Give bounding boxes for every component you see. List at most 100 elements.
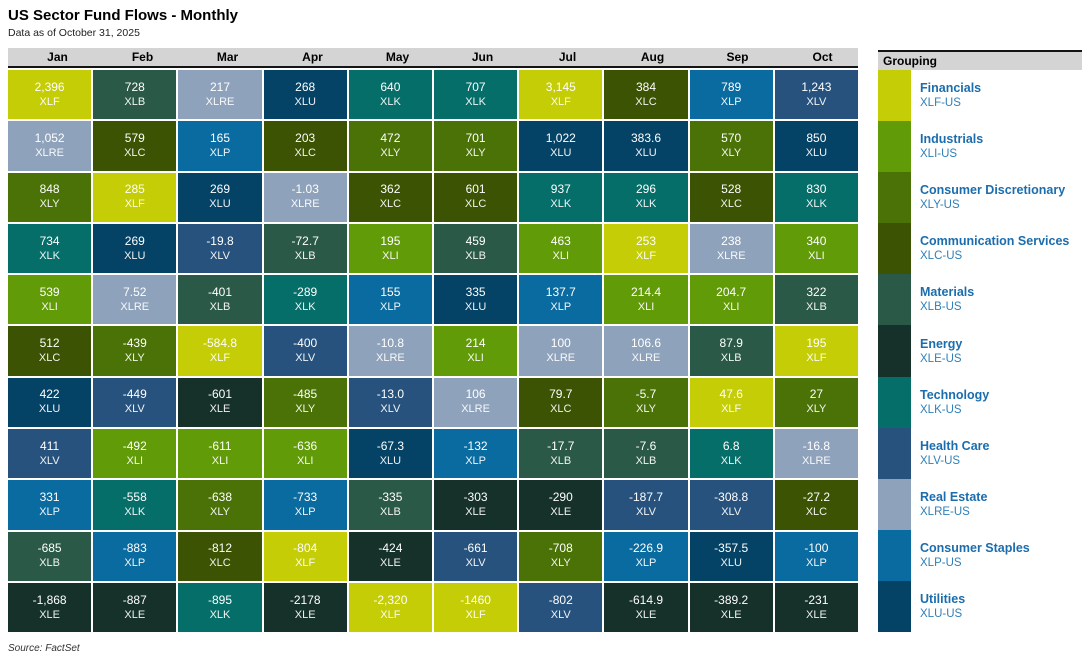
column-header-apr: Apr	[302, 50, 323, 64]
cell-aug-xlk: 296 XLK	[604, 172, 688, 222]
flow-value: 728	[124, 79, 145, 94]
legend-item-xlb: Materials XLB-US	[878, 274, 1082, 326]
flow-value: -802	[548, 592, 573, 607]
ticker-label: XLB	[39, 557, 60, 570]
cell-apr-xle: -2178 XLE	[263, 582, 347, 633]
ticker-label: XLRE	[802, 454, 831, 467]
legend-text: Materials XLB-US	[911, 274, 974, 325]
cell-jan-xlk: 734 XLK	[8, 223, 92, 274]
legend-sector-name: Financials	[920, 81, 982, 96]
ticker-label: XLU	[379, 454, 402, 467]
flow-value: 463	[550, 233, 571, 248]
cell-apr-xlp: -733 XLP	[263, 480, 347, 530]
legend-sector-ticker: XLC-US	[920, 250, 963, 263]
ticker-label: XLV	[295, 352, 316, 365]
legend-text: Consumer Discretionary XLY-US	[911, 172, 1065, 223]
ticker-label: XLC	[379, 198, 402, 211]
flow-value: 238	[721, 233, 742, 248]
flow-value: -733	[293, 490, 318, 505]
flow-value: 411	[40, 438, 60, 453]
flow-value: -13.0	[376, 387, 405, 402]
ticker-label: XLI	[722, 300, 740, 313]
ticker-label: XLP	[465, 454, 486, 467]
flow-value: 459	[465, 233, 486, 248]
source-note: Source: FactSet	[8, 643, 80, 654]
cell-aug-xli: 214.4 XLI	[604, 275, 688, 325]
cell-jan-xly: 848 XLY	[8, 172, 92, 222]
cell-jun-xlk: 707 XLK	[433, 70, 518, 120]
cell-may-xlf: -2,320 XLF	[348, 582, 432, 633]
flow-value: -492	[122, 438, 147, 453]
flow-value: -72.7	[291, 233, 319, 248]
ticker-label: XLV	[124, 403, 145, 416]
ticker-label: XLY	[380, 146, 401, 159]
legend-swatch	[878, 478, 911, 530]
ticker-label: XLB	[294, 249, 316, 262]
ticker-label: XLV	[721, 506, 742, 519]
flow-value: -449	[122, 387, 147, 402]
flow-value: 217	[209, 79, 230, 94]
flow-value: -400	[293, 336, 318, 351]
ticker-label: XLI	[382, 249, 399, 262]
flow-value: 570	[721, 130, 742, 145]
ticker-label: XLP	[294, 506, 316, 519]
cell-may-xli: 195 XLI	[348, 223, 432, 274]
flow-value: 137.7	[545, 284, 576, 299]
cell-oct-xlp: -100 XLP	[774, 531, 858, 581]
month-header-row: Jan Feb Mar Apr May Jun Jul Aug Sep Oct	[8, 48, 858, 68]
cell-may-xlb: -335 XLB	[348, 480, 432, 530]
flow-value: -812	[207, 541, 232, 556]
cell-feb-xly: -439 XLY	[93, 326, 177, 376]
cell-may-xlc: 362 XLC	[348, 172, 432, 222]
flow-value: -290	[548, 490, 573, 505]
flow-value: 106	[465, 387, 486, 402]
legend-swatch	[878, 325, 911, 377]
ticker-label: XLI	[637, 300, 655, 313]
cell-jun-xlre: 106 XLRE	[433, 377, 518, 428]
legend-item-xlre: Real Estate XLRE-US	[878, 478, 1082, 530]
flow-value: 195	[806, 336, 827, 351]
cell-jan-xli: 539 XLI	[8, 275, 92, 325]
cell-jul-xle: -290 XLE	[519, 480, 603, 530]
ticker-label: XLK	[465, 95, 486, 108]
flow-value: -16.8	[802, 438, 831, 453]
ticker-label: XLU	[805, 146, 828, 159]
cell-mar-xly: -638 XLY	[178, 480, 262, 530]
cell-mar-xlre: 217 XLRE	[178, 70, 262, 120]
column-header-feb: Feb	[131, 50, 154, 64]
ticker-label: XLY	[806, 403, 827, 416]
ticker-label: XLY	[124, 352, 145, 365]
flow-value: -100	[804, 541, 829, 556]
cell-feb-xlk: -558 XLK	[93, 480, 177, 530]
cell-jun-xly: 701 XLY	[433, 121, 518, 171]
flow-value: 335	[465, 284, 486, 299]
cell-may-xly: 472 XLY	[348, 121, 432, 171]
cell-mar-xlk: -895 XLK	[178, 582, 262, 633]
legend-sector-ticker: XLRE-US	[920, 505, 970, 518]
cell-feb-xlc: 579 XLC	[93, 121, 177, 171]
flow-value: 203	[295, 130, 316, 145]
cell-may-xlk: 640 XLK	[348, 70, 432, 120]
ticker-label: XLK	[124, 506, 146, 519]
ticker-label: XLB	[124, 95, 146, 108]
cell-sep-xlre: 238 XLRE	[689, 223, 773, 274]
legend-item-xle: Energy XLE-US	[878, 325, 1082, 377]
cell-mar-xli: -611 XLI	[178, 429, 262, 479]
flow-value: -226.9	[628, 541, 663, 556]
ticker-label: XLY	[295, 403, 316, 416]
flow-value: 100	[550, 336, 571, 351]
ticker-label: XLF	[465, 608, 486, 621]
legend-sector-ticker: XLI-US	[920, 148, 958, 161]
flow-value: 165	[209, 130, 230, 145]
legend-text: Communication Services XLC-US	[911, 223, 1069, 274]
legend-sector-ticker: XLF-US	[920, 97, 961, 110]
flow-value: -887	[122, 592, 147, 607]
flow-value: -19.8	[206, 233, 234, 248]
column-header-may: May	[385, 50, 410, 64]
legend-text: Financials XLF-US	[911, 70, 981, 121]
cell-apr-xly: -485 XLY	[263, 377, 347, 428]
ticker-label: XLK	[294, 300, 316, 313]
flow-value: 204.7	[716, 284, 747, 299]
legend-swatch	[878, 529, 911, 581]
ticker-label: XLC	[38, 352, 61, 365]
